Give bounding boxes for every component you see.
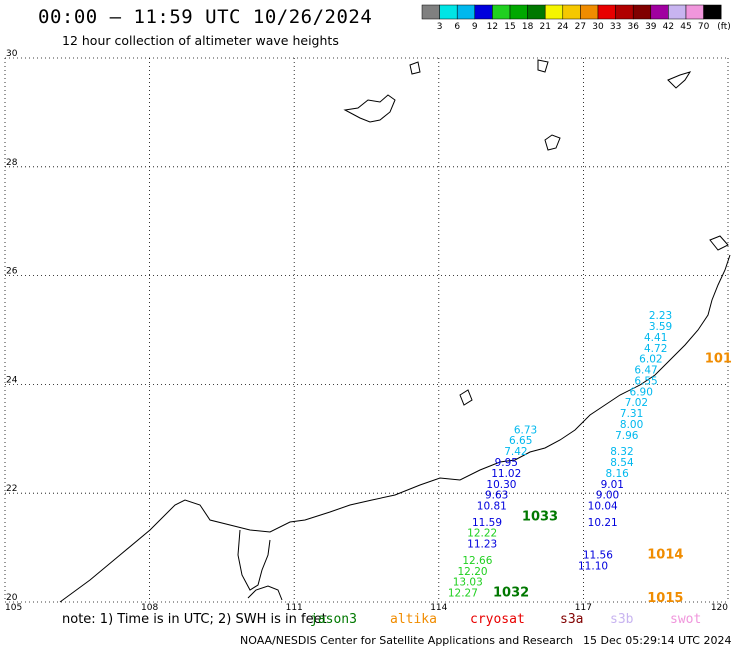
wave-height-value: 13.03: [453, 577, 483, 589]
wave-height-value: 10.81: [477, 501, 507, 513]
satellite-legend-item: altika: [390, 612, 437, 627]
wave-height-value: 6.55: [634, 375, 657, 387]
lon-tick-label: 120: [711, 603, 728, 613]
island-group-1: [343, 94, 396, 123]
wave-height-value: 9.00: [596, 490, 619, 502]
wave-height-value: 12.20: [458, 566, 488, 578]
lon-tick-label: 111: [286, 603, 303, 613]
island-group-3: [544, 134, 561, 151]
lon-tick-label: 108: [141, 603, 158, 613]
island-group-6: [537, 59, 549, 73]
satellite-legend-item: jason3: [310, 612, 357, 627]
credit-line: NOAA/NESDIS Center for Satellite Applica…: [240, 634, 574, 647]
satellite-legend-item: cryosat: [470, 612, 525, 627]
wave-height-value: 11.23: [467, 539, 497, 551]
wave-height-value: 7.42: [504, 446, 527, 458]
wave-height-value: 11.56: [583, 549, 613, 561]
wave-height-value: 6.65: [509, 435, 532, 447]
wave-height-value: 7.31: [620, 408, 643, 420]
colorbar-tick-label: 30: [592, 22, 604, 32]
page-subtitle: 12 hour collection of altimeter wave hei…: [62, 33, 339, 48]
leizhou-peninsula: [237, 529, 271, 591]
colorbar-swatch: [703, 4, 722, 20]
island-group-4: [459, 389, 473, 406]
wave-height-value: 4.72: [644, 343, 667, 355]
colorbar-tick-label: 39: [645, 22, 657, 32]
wave-height-value: 7.96: [615, 430, 639, 442]
coastline: [59, 59, 731, 603]
island-group-5: [409, 61, 421, 75]
colorbar-tick-label: 9: [472, 22, 478, 32]
island-group-7: [709, 235, 729, 251]
map-grid: [4, 57, 729, 603]
wave-height-value: 8.16: [605, 468, 629, 480]
wave-height-value: 6.90: [630, 386, 653, 398]
lat-tick-label: 30: [6, 49, 18, 59]
wave-height-value: 6.73: [514, 424, 537, 436]
mainland-coast: [59, 254, 731, 603]
lon-tick-label: 114: [430, 603, 447, 613]
wave-height-value: 12.22: [467, 528, 497, 540]
pressure-label: 1014: [647, 547, 683, 562]
colorbar-tick-label: 70: [698, 22, 710, 32]
colorbar-tick-label: 21: [539, 22, 550, 32]
colorbar-tick-label: 45: [680, 22, 691, 32]
wave-height-value: 3.59: [649, 321, 672, 333]
pressure-label: 1033: [522, 509, 558, 524]
island-group-2: [667, 71, 692, 89]
wave-height-value: 9.95: [495, 457, 518, 469]
wave-height-value: 4.41: [644, 332, 667, 344]
wave-height-value: 6.47: [634, 365, 657, 377]
pressure-label: 1032: [493, 586, 529, 601]
satellite-legend-item: s3a: [560, 612, 584, 627]
lat-tick-label: 20: [6, 593, 18, 603]
colorbar-tick-label: 18: [522, 22, 534, 32]
pressure-label: 1015: [647, 591, 683, 606]
axis-ticks: 105 108 111 114 117 120 30 28 26 24 22 20: [5, 49, 728, 613]
pressure-label: 101: [705, 352, 732, 367]
colorbar-tick-label: 33: [610, 22, 621, 32]
colorbar-tick-label: 3: [437, 22, 443, 32]
wave-height-value: 12.66: [462, 555, 492, 567]
lon-tick-label: 105: [5, 603, 22, 613]
lat-tick-label: 26: [6, 267, 18, 277]
wave-height-value: 10.30: [486, 479, 516, 491]
wave-height-colorbar: 3 6 9 12 15 18 21 24 27 30 33 36 39 42 45 70 (ft): [421, 4, 731, 32]
colorbar-tick-label: 36: [627, 22, 639, 32]
colorbar-unit: (ft): [717, 22, 731, 32]
lat-tick-label: 28: [6, 158, 18, 168]
lat-tick-label: 22: [6, 484, 17, 494]
colorbar-tick-label: 6: [454, 22, 460, 32]
wave-height-value: 10.04: [588, 501, 618, 513]
wave-height-value: 10.21: [588, 517, 618, 529]
wave-height-value: 12.27: [448, 588, 478, 600]
satellite-legend-item: swot: [670, 612, 702, 627]
page-title: 00:00 – 11:59 UTC 10/26/2024: [38, 6, 373, 28]
wave-height-value: 8.32: [610, 446, 633, 458]
wave-height-value: 6.02: [639, 354, 662, 366]
colorbar-tick-label: 27: [575, 22, 586, 32]
lon-tick-label: 117: [575, 603, 592, 613]
wave-height-value: 11.10: [578, 560, 608, 572]
wave-height-value: 9.01: [601, 479, 624, 491]
wave-height-value: 8.00: [620, 419, 643, 431]
footnote: note: 1) Time is in UTC; 2) SWH is in fe…: [62, 612, 327, 627]
wave-height-value: 2.23: [649, 310, 672, 322]
wave-height-value: 11.02: [491, 468, 521, 480]
colorbar-tick-label: 24: [557, 22, 569, 32]
generation-timestamp: 15 Dec 05:29:14 UTC 2024: [583, 634, 732, 647]
hainan-coast: [247, 585, 283, 601]
lat-tick-label: 24: [6, 375, 18, 385]
wave-height-value: 9.63: [485, 490, 508, 502]
colorbar-tick-label: 15: [504, 22, 515, 32]
wave-height-value: 8.54: [610, 457, 634, 469]
satellite-legend-item: s3b: [610, 612, 634, 627]
wave-height-value: 11.59: [472, 517, 502, 529]
colorbar-tick-label: 12: [487, 22, 498, 32]
pressure-labels: 1033 1032 1014 1015 101: [493, 352, 732, 606]
wave-height-value: 7.02: [625, 397, 648, 409]
colorbar-tick-label: 42: [663, 22, 674, 32]
altimeter-tracks: 2.233.594.414.726.026.476.556.907.027.31…: [448, 310, 672, 599]
